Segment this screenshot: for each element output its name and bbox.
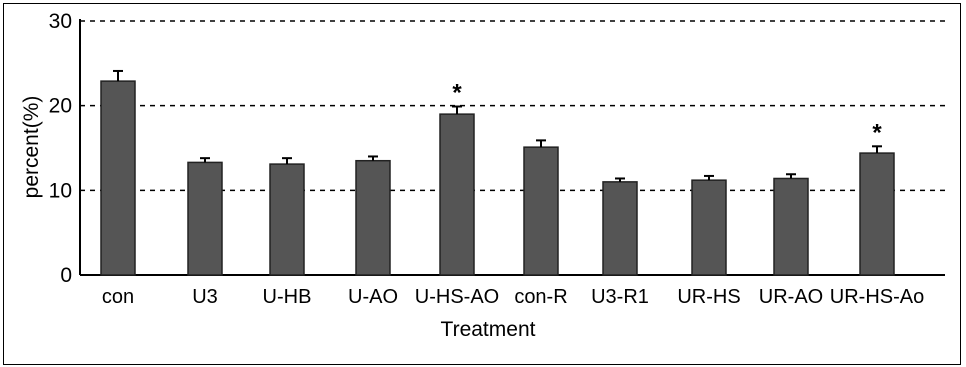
bar <box>602 181 638 276</box>
labels: 0 10 20 30 con U3 U-HB U-AO * U-HS-AO con-R U3-R1 UR… <box>49 10 925 308</box>
y-tick-label: 30 <box>49 10 72 33</box>
bar <box>691 179 727 276</box>
x-axis-title: Treatment <box>441 318 536 341</box>
x-tick-label: con <box>102 286 134 308</box>
bar <box>439 113 475 276</box>
x-tick-label: UR-HS <box>677 286 740 308</box>
x-tick-label: UR-AO <box>759 286 823 308</box>
y-tick-label: 0 <box>60 264 72 287</box>
x-tick-label: U-HS-AO <box>415 286 499 308</box>
bar <box>187 161 223 276</box>
bars <box>100 69 895 276</box>
y-axis-title: percent(%) <box>20 96 43 199</box>
y-tick-label: 20 <box>49 95 72 118</box>
bar <box>269 163 305 276</box>
significance-marker: * <box>872 119 882 146</box>
x-tick-label: U3 <box>192 286 218 308</box>
bar <box>523 146 559 276</box>
x-tick-label: U-HB <box>263 286 312 308</box>
x-tick-label: UR-HS-Ao <box>830 286 924 308</box>
significance-marker: * <box>452 80 462 107</box>
x-tick-label: U-AO <box>348 286 398 308</box>
x-tick-label: con-R <box>514 286 567 308</box>
bar <box>773 177 809 276</box>
bar <box>859 152 895 276</box>
y-tick-label: 10 <box>49 179 72 202</box>
x-tick-label: U3-R1 <box>591 286 649 308</box>
bar <box>100 80 136 276</box>
bar <box>355 159 391 276</box>
